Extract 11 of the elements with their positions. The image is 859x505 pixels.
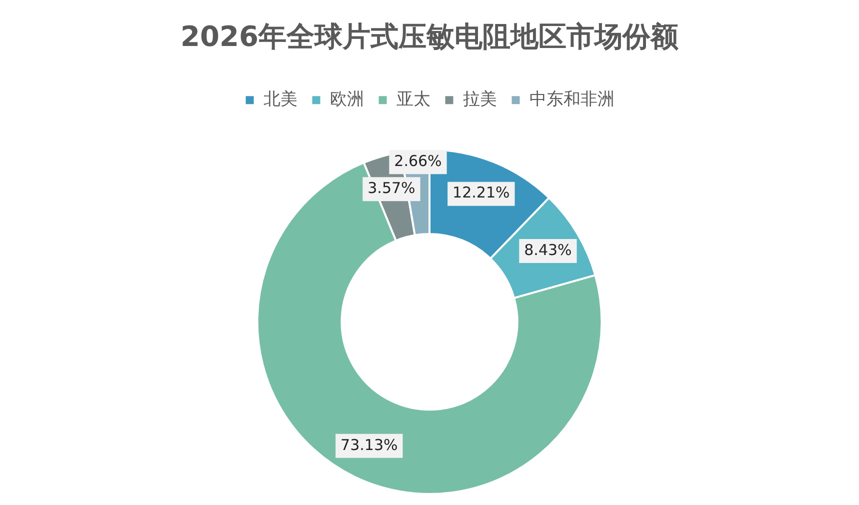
legend-label: 拉美	[462, 90, 497, 110]
legend-label: 中东和非洲	[529, 90, 614, 110]
data-label: 12.21%	[452, 184, 510, 202]
legend-label: 亚太	[396, 90, 430, 110]
data-label: 8.43%	[524, 240, 572, 259]
data-label: 73.13%	[340, 436, 398, 454]
data-label: 2.66%	[394, 152, 442, 170]
chart-title: 2026年全球片式压敏电阻地区市场份额	[180, 20, 680, 54]
legend-label: 欧洲	[330, 90, 364, 110]
data-label: 3.57%	[368, 179, 416, 198]
legend-label: 北美	[263, 90, 298, 110]
